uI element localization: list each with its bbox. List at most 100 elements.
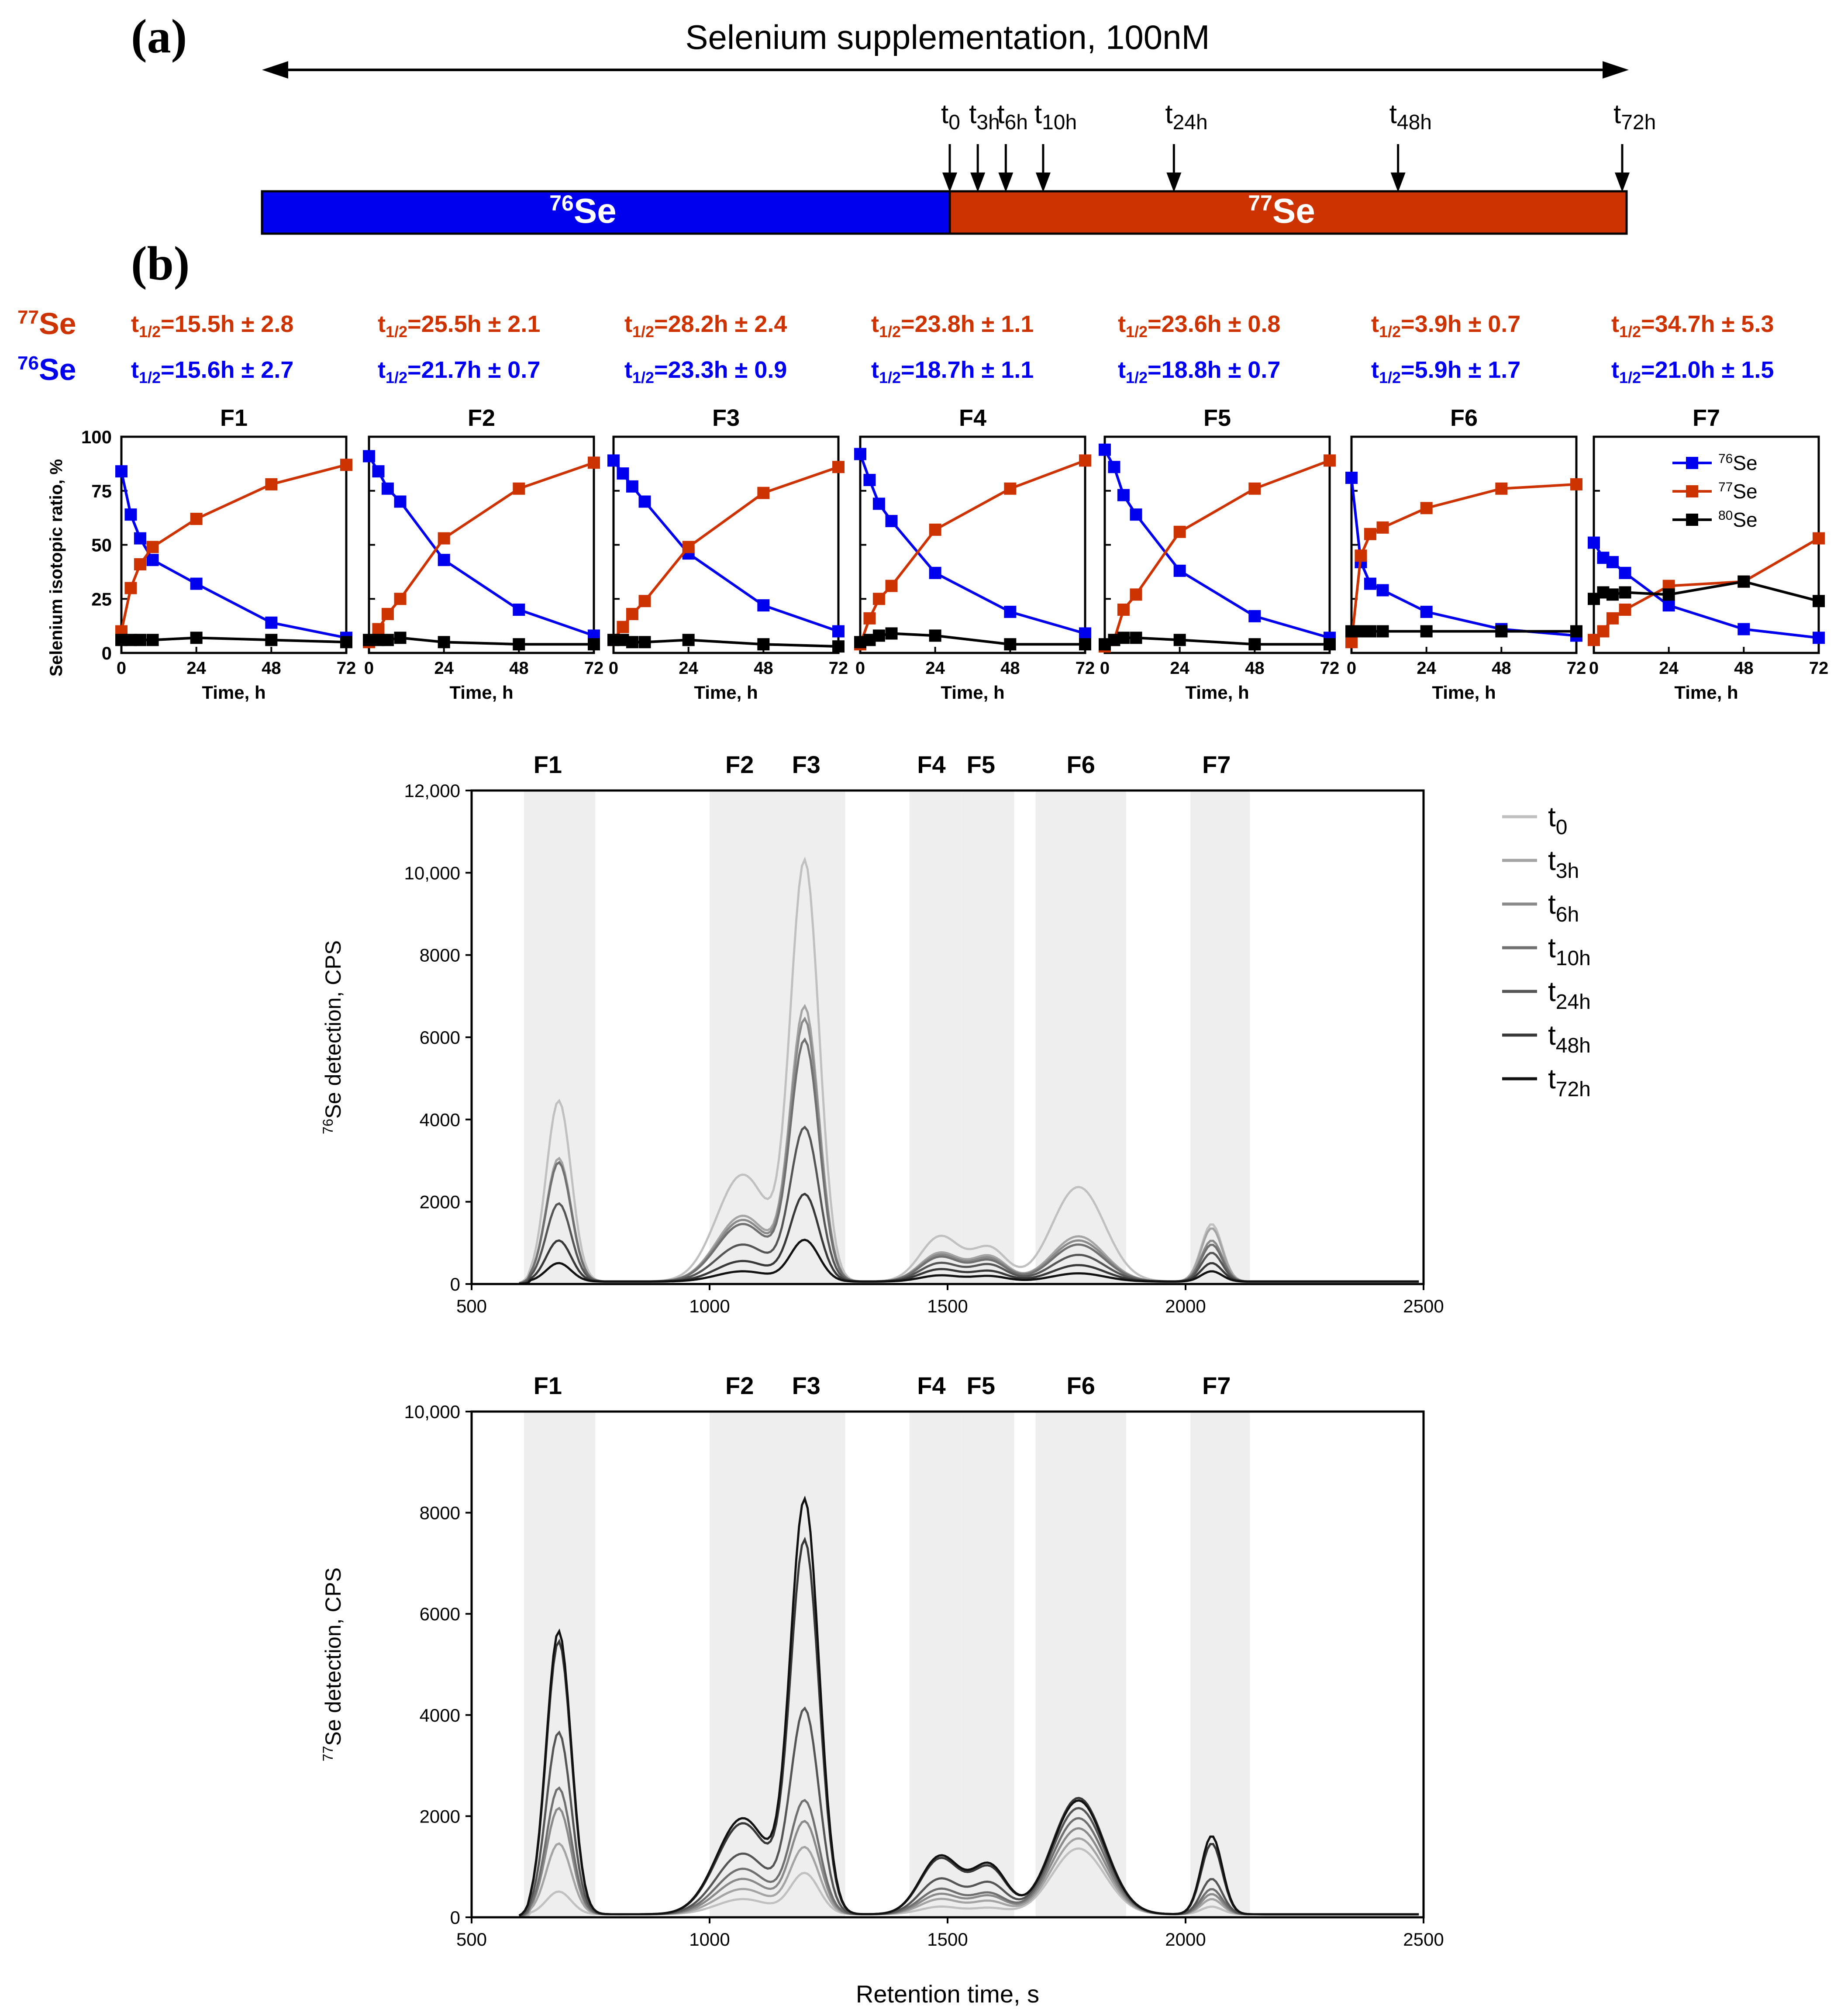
halflife-se76-F4: t1/2=18.7h ± 1.1 [871,357,1034,387]
series-line-77Se [859,459,1086,645]
timepoint-arrow-head [998,173,1014,192]
data-point-76Se [513,604,525,616]
data-point-77Se [1619,604,1631,616]
halflife-t: t [131,357,139,383]
halflife-se77-F5: t1/2=23.6h ± 0.8 [1118,311,1280,341]
x-axis-label: Time, h [1432,682,1496,703]
halflife-se77-F7: t1/2=34.7h ± 5.3 [1611,311,1774,341]
chromatogram-76se: F1 F2 F3 F4 F5 F6 F7 0 2000 4000 6000 8000 10,000 12,… [320,751,1591,1316]
series-line-76Se [1350,477,1577,637]
x-tick-label: 48 [1492,659,1511,678]
fraction-panel-F5: F5 0 24 48 72 Time, h [1099,405,1339,703]
timepoint-sub: 24h [1173,111,1208,134]
timepoint-base: t [997,99,1004,129]
halflife-se76-F2: t1/2=21.7h ± 0.7 [378,357,540,387]
data-point-80Se [588,638,600,651]
x-axis-label: Time, h [1185,682,1249,703]
x-tick-label: 0 [117,659,126,678]
halflife-se77-F2: t1/2=25.5h ± 2.1 [378,311,540,341]
data-point-76Se [1420,605,1433,618]
fraction-region-F2 [710,1412,776,1917]
halflife-t: t [378,357,386,383]
legend-sub: 48h [1556,1034,1591,1057]
data-point-77Se [588,456,600,469]
data-point-80Se [340,636,352,649]
timepoint-label-48h: t48h [1389,99,1432,134]
data-point-76Se [394,495,407,508]
data-point-76Se [929,566,941,579]
data-point-76Se [757,599,770,612]
supplementation-arrow [262,61,1629,79]
x-tick-label: 24 [1417,659,1436,678]
halflife-value: =21.7h ± 0.7 [407,357,540,383]
halflife-value: =23.8h ± 1.1 [901,311,1034,337]
fraction-label-F4: F4 [917,751,945,778]
legend-label: 77Se [1718,480,1758,503]
data-point-80Se [1420,625,1433,638]
halflife-sub: 1/2 [632,323,654,341]
data-point-80Se [1248,638,1261,651]
timepoint-base: t [1165,99,1172,129]
data-point-77Se [1606,612,1619,625]
legend-sub: 72h [1556,1078,1591,1101]
se76-bar-label: 76Se [549,191,616,230]
legend-sup: 80 [1718,508,1733,523]
y-tick-label: 100 [81,427,112,447]
y-tick-label: 25 [91,589,112,609]
data-point-76Se [115,465,128,478]
halflife-se76-F7: t1/2=21.0h ± 1.5 [1611,357,1774,387]
halflife-value: =15.6h ± 2.7 [161,357,293,383]
y-tick-label: 8000 [420,1503,460,1523]
fraction-label-F2: F2 [725,1372,754,1399]
data-point-80Se [872,629,885,642]
data-point-80Se [1004,638,1017,651]
fraction-panel-F1: F1 0 25 50 75 100 0 24 48 72 Time, h [81,405,356,703]
x-tick-label: 0 [855,659,865,678]
x-tick-label: 72 [829,659,848,678]
x-tick-label: 72 [1567,659,1586,678]
legend-label-t3h: t3h [1548,845,1579,883]
halflife-sub: 1/2 [139,369,161,387]
legend-marker [1686,457,1698,469]
data-point-80Se [1737,575,1750,588]
halflife-sub: 1/2 [386,369,407,387]
data-point-77Se [1324,454,1336,467]
x-axis-label: Time, h [449,682,513,703]
fraction-label-F3: F3 [792,1372,820,1399]
halflife-se76-F5: t1/2=18.8h ± 0.7 [1118,357,1280,387]
fraction-panel-F3: F3 0 24 48 72 Time, h [607,405,848,703]
chromatogram-77se: F1 F2 F3 F4 F5 F6 F7 0 2000 4000 6000 8000 10,000 500… [320,1372,1444,1950]
x-tick-label: 0 [1589,659,1599,678]
legend-t: t [1548,888,1556,920]
data-point-76Se [134,532,146,545]
data-point-76Se [626,480,638,493]
legend-marker [1686,485,1698,497]
data-point-76Se [363,450,375,463]
data-point-76Se [190,577,203,590]
panel-b-letter: (b) [131,237,190,290]
timepoint-label-3h: t3h [969,99,1000,134]
data-point-80Se [1606,588,1619,601]
x-tick-label: 48 [1245,659,1265,678]
data-point-76Se [1737,623,1750,635]
y-tick-label: 50 [91,535,112,556]
timepoint-base: t [1389,99,1397,129]
data-point-80Se [394,632,407,644]
fraction-panel-title: F3 [712,405,740,431]
x-tick-label: 72 [1076,659,1095,678]
legend-label: 80Se [1718,508,1758,532]
timepoint-sub: 0 [948,111,960,134]
data-point-77Se [1364,528,1376,540]
halflife-t: t [131,311,139,337]
data-point-80Se [134,634,146,646]
halflife-sub: 1/2 [1619,369,1641,387]
legend-t: t [1548,801,1556,832]
halflife-t: t [1371,311,1379,337]
halflife-value: =21.0h ± 1.5 [1641,357,1774,383]
data-point-77Se [682,541,695,553]
x-axis-label: Time, h [941,682,1004,703]
row-label-76se: 76Se [17,352,76,387]
data-point-77Se [626,608,638,620]
